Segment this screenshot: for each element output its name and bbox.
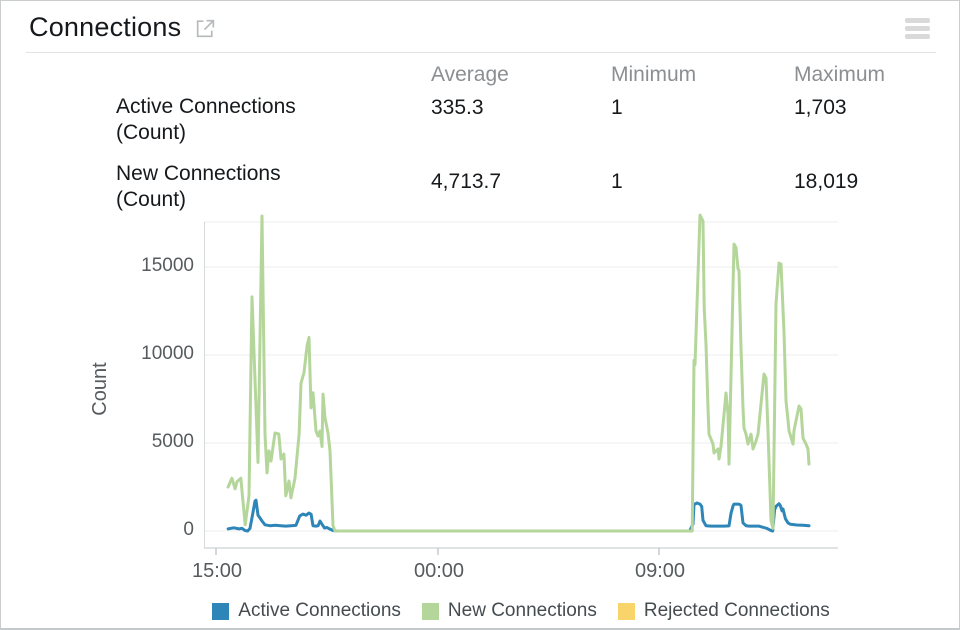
chart-legend: Active Connections New Connections Rejec… — [204, 600, 838, 622]
legend-item-rejected-connections[interactable]: Rejected Connections — [617, 600, 830, 622]
x-tick-0000: 00:00 — [413, 560, 465, 582]
column-header-minimum: Minimum — [611, 63, 697, 86]
connections-line-chart[interactable] — [204, 213, 838, 557]
legend-swatch-new — [421, 602, 439, 620]
stat-new-average: 4,713.7 — [431, 170, 502, 193]
column-header-maximum: Maximum — [794, 63, 886, 86]
legend-label: Active Connections — [238, 600, 401, 621]
page-title: Connections — [29, 11, 182, 42]
y-tick-0: 0 — [183, 519, 194, 540]
stat-row-label-new: New Connections (Count) — [116, 161, 281, 213]
stat-label-text: New Connections — [116, 162, 281, 185]
legend-swatch-rejected — [617, 602, 635, 620]
legend-label: New Connections — [447, 600, 597, 621]
y-axis-title: Count — [89, 362, 111, 416]
x-tick-1500: 15:00 — [191, 560, 243, 582]
legend-swatch-active — [212, 602, 230, 620]
widget-header: Connections — [29, 1, 217, 53]
y-tick-15000: 15000 — [141, 255, 194, 276]
stat-unit-text: (Count) — [116, 188, 187, 211]
external-link-icon[interactable] — [194, 17, 217, 40]
legend-item-active-connections[interactable]: Active Connections — [212, 600, 401, 622]
stat-active-maximum: 1,703 — [794, 96, 847, 119]
stat-label-text: Active Connections — [116, 95, 296, 118]
legend-item-new-connections[interactable]: New Connections — [421, 600, 597, 622]
series-line — [226, 498, 811, 533]
stat-unit-text: (Count) — [116, 121, 187, 144]
y-tick-10000: 10000 — [141, 343, 194, 364]
series-line — [226, 213, 811, 533]
header-divider — [26, 52, 936, 53]
stat-active-average: 335.3 — [431, 96, 484, 119]
legend-label: Rejected Connections — [643, 600, 830, 621]
y-tick-5000: 5000 — [151, 431, 194, 452]
x-tick-0900: 09:00 — [634, 560, 686, 582]
stat-new-maximum: 18,019 — [794, 170, 859, 193]
stat-active-minimum: 1 — [611, 96, 623, 119]
stat-new-minimum: 1 — [611, 170, 623, 193]
stat-row-label-active: Active Connections (Count) — [116, 94, 296, 146]
column-header-average: Average — [431, 63, 509, 86]
hamburger-menu-icon[interactable] — [905, 18, 930, 42]
